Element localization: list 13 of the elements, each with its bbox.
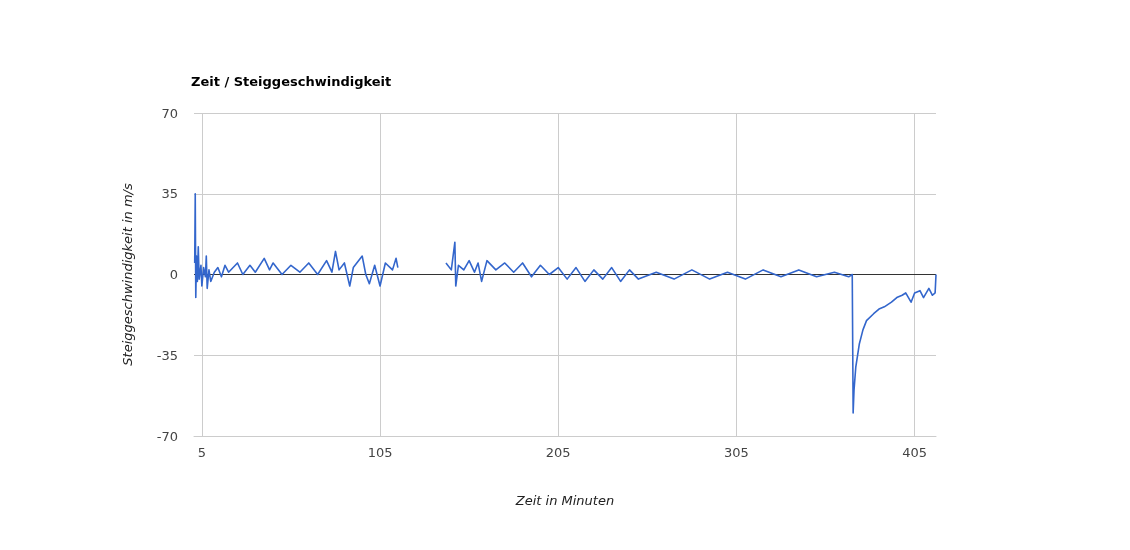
y-tick-label: 70 (161, 105, 178, 121)
y-tick-label: -70 (156, 428, 178, 444)
y-tick-label: 0 (169, 267, 178, 282)
y-tick-label: -35 (156, 347, 178, 363)
x-tick-label: 205 (545, 445, 571, 460)
y-tick-label: 35 (161, 186, 178, 202)
chart-title: Zeit / Steiggeschwindigkeit (191, 74, 392, 89)
x-tick-label: 405 (902, 445, 928, 460)
x-tick-label: 5 (197, 445, 206, 460)
y-axis-title: Steiggeschwindigkeit in m/s (120, 183, 135, 366)
x-tick-label: 305 (724, 445, 749, 460)
x-tick-label: 105 (367, 445, 393, 460)
x-axis-title: Zeit in Minuten (514, 493, 615, 508)
